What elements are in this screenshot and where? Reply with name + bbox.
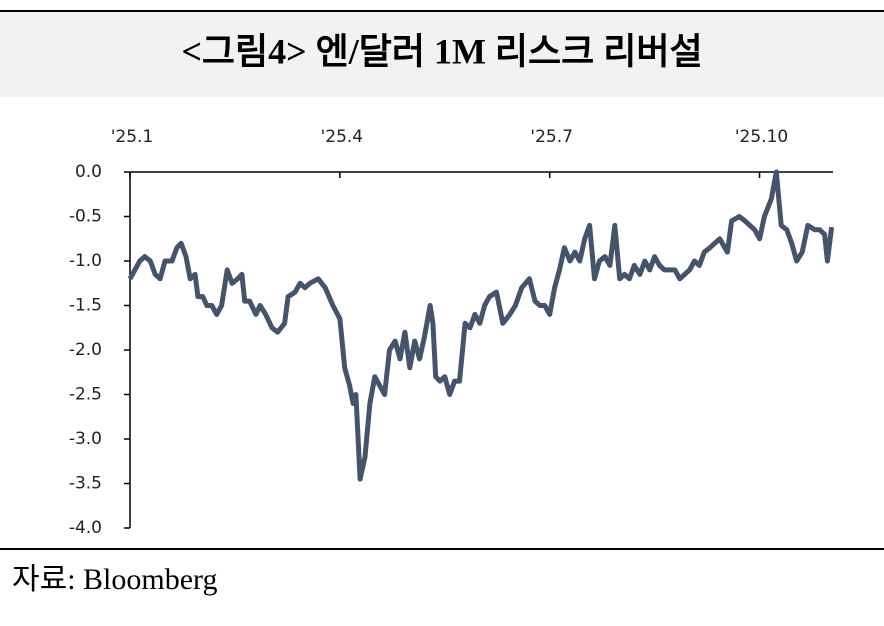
y-tick-label: -2.0 bbox=[69, 340, 102, 360]
y-tick-label: -3.5 bbox=[69, 474, 102, 494]
x-tick-label: '25.1 bbox=[111, 127, 154, 147]
y-tick-label: -3.0 bbox=[69, 429, 102, 449]
y-tick-label: -0.5 bbox=[69, 207, 102, 227]
y-tick-label: -4.0 bbox=[69, 518, 102, 538]
chart-title: <그림4> 엔/달러 1M 리스크 리버설 bbox=[181, 31, 702, 71]
y-tick-label: 0.0 bbox=[75, 162, 102, 182]
y-tick-label: -1.0 bbox=[69, 251, 102, 271]
x-tick-label: '25.10 bbox=[735, 127, 788, 147]
x-tick-label: '25.4 bbox=[321, 127, 364, 147]
y-tick-label: -2.5 bbox=[69, 385, 102, 405]
line-series bbox=[127, 169, 835, 482]
y-tick-label: -1.5 bbox=[69, 296, 102, 316]
title-band bbox=[0, 11, 884, 97]
x-tick-label: '25.7 bbox=[530, 127, 573, 147]
source: 자료: Bloomberg bbox=[12, 563, 217, 596]
